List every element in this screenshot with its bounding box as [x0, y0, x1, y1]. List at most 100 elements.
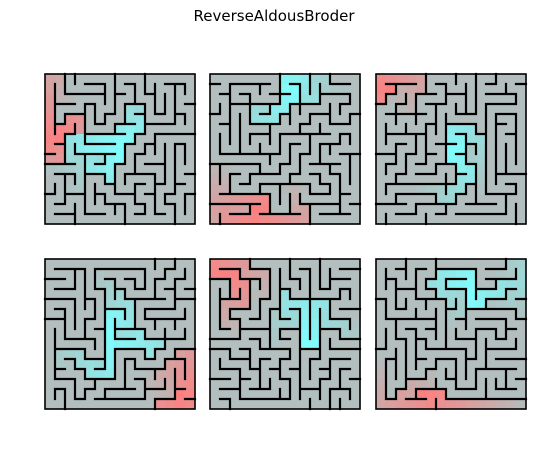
- maze-cell: [436, 204, 447, 215]
- maze-cell: [376, 389, 387, 400]
- maze-cell: [476, 134, 487, 145]
- maze-walls: [43, 257, 197, 411]
- maze-cell: [95, 104, 106, 115]
- maze-cell: [105, 329, 116, 340]
- maze-cell: [350, 144, 361, 155]
- maze-cell: [496, 214, 507, 225]
- maze-cell: [95, 134, 106, 145]
- maze-cell: [105, 339, 116, 350]
- maze-cell: [115, 154, 126, 165]
- maze-cell: [55, 74, 66, 85]
- maze-cell: [496, 84, 507, 95]
- maze-cell: [476, 114, 487, 125]
- maze-cell: [185, 84, 196, 95]
- maze-cell: [230, 269, 241, 280]
- maze-cell: [446, 194, 457, 205]
- maze-cell: [45, 389, 56, 400]
- maze-cell: [300, 329, 311, 340]
- maze-cell: [240, 379, 251, 390]
- maze-cell: [55, 379, 66, 390]
- maze-cell: [466, 369, 477, 380]
- maze-cell: [446, 204, 457, 215]
- maze-cell: [486, 84, 497, 95]
- maze-cell: [165, 379, 176, 390]
- maze-cell: [135, 144, 146, 155]
- maze-cell: [416, 164, 427, 175]
- maze-cell: [506, 104, 517, 115]
- maze-cell: [260, 214, 271, 225]
- maze-cell: [506, 289, 517, 300]
- maze-cell: [75, 359, 86, 370]
- maze-cell: [476, 144, 487, 155]
- maze-cell: [466, 194, 477, 205]
- maze-cell: [85, 349, 96, 360]
- maze-cell: [516, 319, 527, 330]
- maze-cell: [376, 114, 387, 125]
- maze-cell: [350, 299, 361, 310]
- maze-cell: [260, 339, 271, 350]
- maze-cell: [230, 369, 241, 380]
- maze-cell: [496, 349, 507, 360]
- maze-cell: [45, 339, 56, 350]
- maze-cell: [250, 279, 261, 290]
- maze-cell: [165, 104, 176, 115]
- maze-cell: [175, 174, 186, 185]
- maze-cell: [300, 184, 311, 195]
- maze-3: [374, 72, 528, 226]
- maze-cell: [446, 269, 457, 280]
- maze-cell: [290, 144, 301, 155]
- maze-cell: [436, 194, 447, 205]
- maze-cell: [230, 74, 241, 85]
- maze-cell: [185, 124, 196, 135]
- maze-cell: [516, 164, 527, 175]
- maze-cell: [210, 94, 221, 105]
- maze-cell: [240, 114, 251, 125]
- maze-cell: [320, 349, 331, 360]
- maze-cell: [85, 329, 96, 340]
- maze-cell: [340, 329, 351, 340]
- maze-cell: [466, 289, 477, 300]
- maze-cell: [426, 289, 437, 300]
- maze-cell: [230, 359, 241, 370]
- maze-cell: [320, 144, 331, 155]
- maze-cell: [85, 259, 96, 270]
- maze-cell: [506, 379, 517, 390]
- maze-cell: [340, 104, 351, 115]
- maze-cell: [270, 94, 281, 105]
- maze-cell: [95, 279, 106, 290]
- maze-cell: [65, 204, 76, 215]
- maze-cell: [270, 309, 281, 320]
- maze-cell: [105, 194, 116, 205]
- maze-cell: [300, 399, 311, 410]
- maze-cell: [436, 174, 447, 185]
- maze-cell: [290, 289, 301, 300]
- maze-cell: [210, 144, 221, 155]
- maze-cell: [486, 194, 497, 205]
- maze-cell: [330, 214, 341, 225]
- maze-cell: [310, 269, 321, 280]
- maze-cell: [45, 369, 56, 380]
- maze-cell: [220, 329, 231, 340]
- maze-cell: [85, 154, 96, 165]
- maze-cell: [260, 134, 271, 145]
- maze-cell: [240, 94, 251, 105]
- maze-cell: [406, 379, 417, 390]
- maze-cell: [416, 184, 427, 195]
- maze-cell: [220, 379, 231, 390]
- maze-cell: [376, 269, 387, 280]
- maze-cell: [406, 124, 417, 135]
- maze-cell: [210, 299, 221, 310]
- maze-cell: [95, 369, 106, 380]
- maze-cell: [290, 309, 301, 320]
- maze-cell: [155, 369, 166, 380]
- maze-cell: [396, 389, 407, 400]
- maze-cell: [300, 319, 311, 330]
- maze-cell: [426, 359, 437, 370]
- maze-cell: [125, 154, 136, 165]
- maze-cell: [220, 74, 231, 85]
- maze-cell: [396, 369, 407, 380]
- maze-cell: [330, 329, 341, 340]
- maze-cell: [310, 154, 321, 165]
- maze-cell: [210, 399, 221, 410]
- maze-cell: [45, 144, 56, 155]
